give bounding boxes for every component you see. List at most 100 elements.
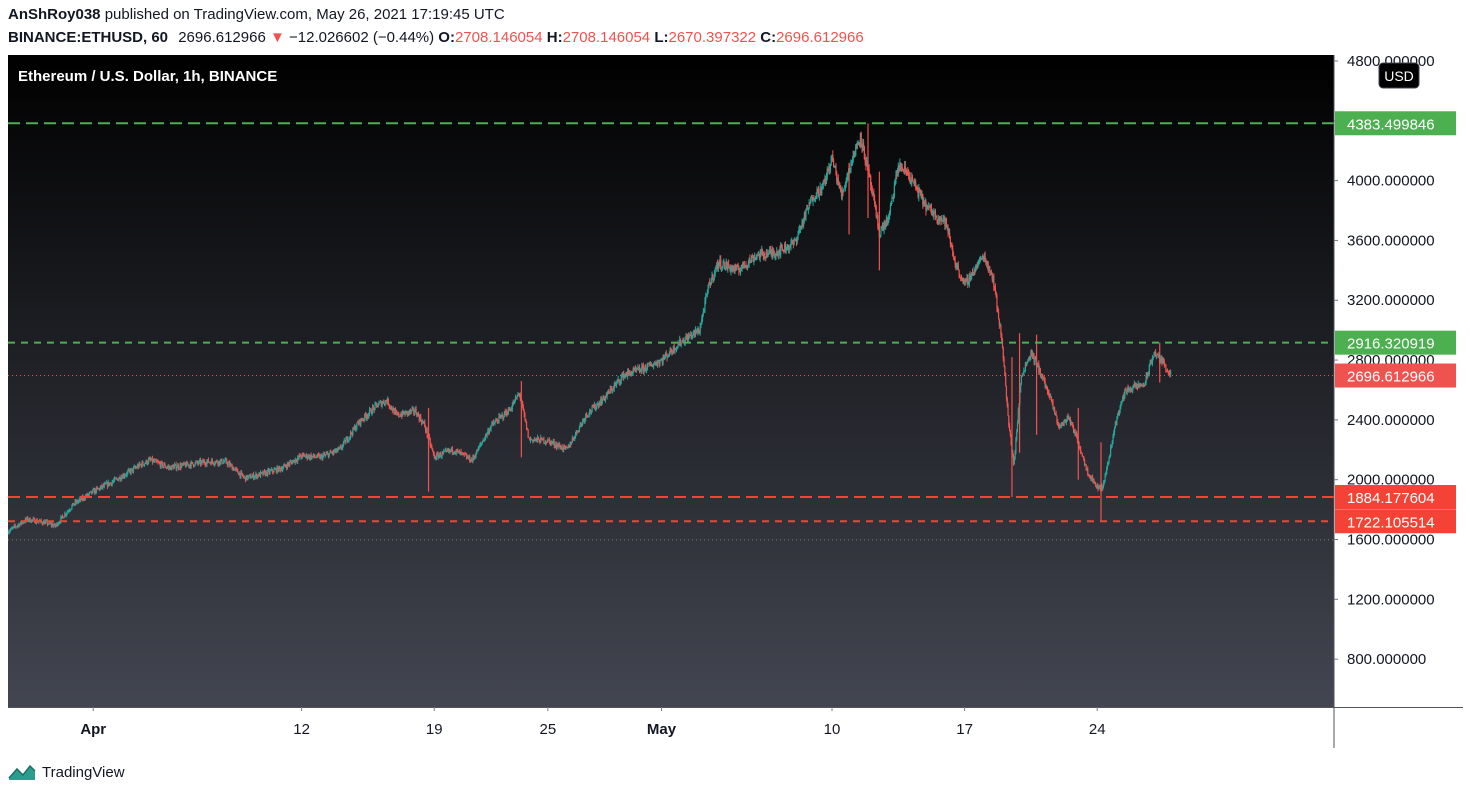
price-tick-label: 2000.000000 bbox=[1347, 472, 1435, 489]
candle-body bbox=[754, 257, 757, 258]
candle-body bbox=[827, 168, 829, 171]
candle-body bbox=[982, 258, 985, 260]
candle-body bbox=[658, 361, 660, 365]
candle-body bbox=[68, 511, 70, 512]
candle-body bbox=[699, 325, 701, 333]
candle-body bbox=[911, 176, 913, 182]
candle-body bbox=[1000, 324, 1002, 335]
currency-badge[interactable]: USD bbox=[1378, 62, 1420, 89]
candle-body bbox=[72, 502, 75, 506]
price-tick-label: 800.000000 bbox=[1347, 651, 1426, 668]
candle-body bbox=[404, 412, 406, 415]
candle-body bbox=[716, 263, 718, 268]
candle-body bbox=[256, 473, 258, 478]
candle-body bbox=[340, 446, 342, 449]
candle-body bbox=[877, 226, 880, 230]
candle-body bbox=[731, 266, 733, 269]
candle-body bbox=[173, 465, 176, 467]
candle-body bbox=[732, 267, 734, 270]
candle-body bbox=[994, 287, 996, 292]
candle-body bbox=[468, 455, 470, 459]
candle-body bbox=[437, 454, 439, 458]
candle-body bbox=[140, 464, 142, 467]
candle-body bbox=[1136, 384, 1139, 388]
candle-body bbox=[578, 430, 580, 432]
candle-body bbox=[293, 459, 295, 462]
candle-body bbox=[267, 469, 270, 471]
chart-container[interactable]: 800.000000 1200.000000 1600.000000 2000.000… bbox=[8, 55, 1463, 748]
candle-body bbox=[864, 158, 866, 162]
candle-body bbox=[1074, 429, 1076, 437]
candle-body bbox=[420, 416, 422, 421]
footer-brand[interactable]: TradingView bbox=[8, 761, 125, 783]
candle-body bbox=[261, 472, 263, 473]
candle-body bbox=[602, 395, 604, 400]
candle-body bbox=[99, 487, 101, 490]
candle-body bbox=[132, 467, 135, 472]
author-name[interactable]: AnShRoy038 bbox=[8, 6, 101, 23]
candle-body bbox=[396, 413, 398, 415]
candle-body bbox=[331, 452, 333, 454]
candle-body bbox=[997, 309, 999, 313]
candle-body bbox=[744, 265, 746, 268]
candle-body bbox=[593, 403, 596, 408]
candle-body bbox=[380, 401, 382, 407]
candle-body bbox=[896, 174, 898, 176]
candle-body bbox=[454, 452, 457, 454]
candle-body bbox=[1109, 455, 1111, 457]
candle-body bbox=[664, 353, 667, 357]
candle-body bbox=[368, 413, 370, 417]
candle-body bbox=[409, 410, 412, 413]
candle-body bbox=[731, 266, 734, 270]
candle-body bbox=[165, 467, 167, 469]
symbol-info: BINANCE:ETHUSD, 60 2696.612966 ▼ −12.026… bbox=[8, 29, 864, 46]
candle-body bbox=[873, 193, 875, 200]
candle-body bbox=[922, 200, 925, 204]
candle-body bbox=[152, 460, 154, 463]
candle-body bbox=[1111, 442, 1113, 445]
candle-body bbox=[706, 292, 708, 295]
candle-body bbox=[711, 274, 713, 280]
candle-body bbox=[671, 351, 673, 353]
candle-body bbox=[29, 518, 31, 522]
candle-body bbox=[524, 414, 526, 419]
candle-body bbox=[702, 311, 704, 314]
time-axis[interactable]: Apr 12 19 25 May 10 17 24 bbox=[80, 707, 1106, 738]
candle-body bbox=[849, 169, 851, 172]
candle-body bbox=[280, 468, 282, 471]
candle-body bbox=[1162, 358, 1165, 361]
candle-body bbox=[1106, 467, 1108, 474]
candle-body bbox=[443, 451, 445, 453]
candle-body bbox=[148, 458, 150, 460]
candle-body bbox=[567, 447, 569, 449]
candle-body bbox=[986, 262, 989, 266]
candle-body bbox=[20, 521, 23, 524]
candle-body bbox=[814, 198, 817, 199]
candle-body bbox=[890, 201, 892, 206]
candle-body bbox=[989, 270, 991, 273]
candle-body bbox=[1102, 486, 1104, 490]
candle-body bbox=[915, 187, 918, 189]
candle-body bbox=[450, 447, 453, 451]
price-chart[interactable]: 800.0000001200.0000001600.0000002000.000… bbox=[8, 55, 1463, 748]
candle-body bbox=[149, 458, 151, 460]
candle-body bbox=[209, 462, 211, 464]
candle-body bbox=[389, 406, 391, 408]
candle-body bbox=[83, 496, 85, 500]
candle-body bbox=[446, 449, 448, 451]
candle-body bbox=[953, 257, 955, 261]
candle-body bbox=[159, 463, 161, 467]
candle-body bbox=[803, 212, 805, 219]
candle-body bbox=[485, 434, 487, 436]
time-tick-label: 17 bbox=[956, 721, 973, 738]
candle-body bbox=[837, 179, 839, 186]
candle-body bbox=[214, 461, 217, 464]
candle-body bbox=[537, 437, 539, 441]
candle-body bbox=[63, 516, 65, 519]
last-price-text: 2696.612966 bbox=[178, 29, 266, 46]
candle-body bbox=[551, 441, 553, 443]
candle-body bbox=[402, 410, 405, 414]
candle-body bbox=[353, 426, 356, 430]
candle-body bbox=[119, 476, 121, 480]
candle-body bbox=[709, 284, 712, 286]
